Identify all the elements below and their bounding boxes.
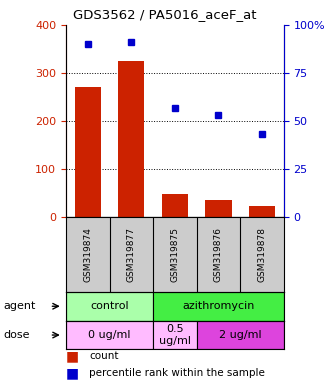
Bar xyxy=(66,321,153,349)
Text: ■: ■ xyxy=(66,366,79,381)
Text: GSM319878: GSM319878 xyxy=(257,227,267,282)
Text: GSM319877: GSM319877 xyxy=(127,227,136,282)
Bar xyxy=(153,292,284,321)
Text: 0.5
ug/ml: 0.5 ug/ml xyxy=(159,324,191,346)
Bar xyxy=(205,200,232,217)
Text: GDS3562 / PA5016_aceF_at: GDS3562 / PA5016_aceF_at xyxy=(73,8,257,21)
Bar xyxy=(197,321,284,349)
Text: dose: dose xyxy=(3,330,30,340)
Text: GSM319875: GSM319875 xyxy=(170,227,180,282)
Text: azithromycin: azithromycin xyxy=(182,301,255,311)
Bar xyxy=(118,61,145,217)
Text: 2 ug/ml: 2 ug/ml xyxy=(219,330,262,340)
Text: count: count xyxy=(89,351,118,361)
Bar xyxy=(66,292,153,321)
Text: control: control xyxy=(90,301,129,311)
Bar xyxy=(162,194,188,217)
Text: 0 ug/ml: 0 ug/ml xyxy=(88,330,131,340)
Text: ■: ■ xyxy=(66,349,79,363)
Text: GSM319874: GSM319874 xyxy=(83,227,92,282)
Text: agent: agent xyxy=(3,301,36,311)
Bar xyxy=(153,321,197,349)
Bar xyxy=(249,207,275,217)
Bar xyxy=(75,88,101,217)
Text: GSM319876: GSM319876 xyxy=(214,227,223,282)
Text: percentile rank within the sample: percentile rank within the sample xyxy=(89,368,265,379)
